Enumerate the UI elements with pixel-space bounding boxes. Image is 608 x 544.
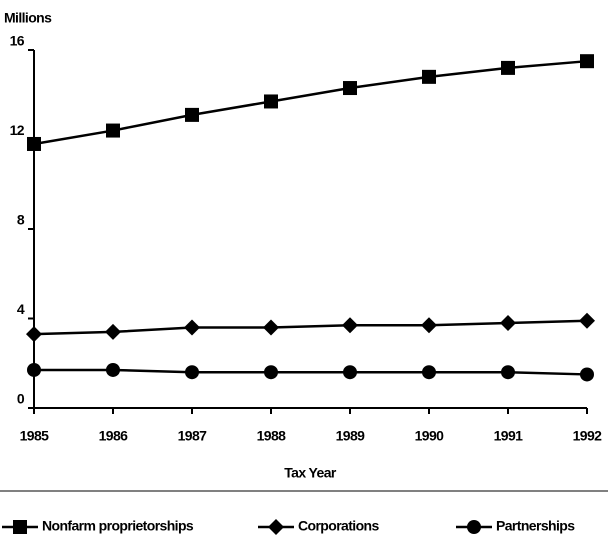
marker (105, 323, 121, 340)
marker (264, 365, 278, 380)
marker (185, 107, 199, 122)
y-tick-label: 4 (17, 301, 25, 317)
marker (106, 362, 120, 377)
series-line (34, 368, 588, 376)
marker (27, 136, 41, 151)
x-tick-label: 1985 (20, 428, 50, 444)
marker (184, 319, 200, 336)
series-line (33, 319, 588, 336)
y-tick-label: 0 (17, 391, 25, 407)
marker (185, 365, 199, 380)
marker (421, 317, 437, 334)
marker (264, 94, 278, 109)
marker (343, 81, 357, 96)
marker (342, 317, 358, 334)
x-tick-label: 1992 (573, 428, 603, 444)
x-axis-label: Tax Year (284, 465, 337, 481)
marker (422, 365, 436, 380)
y-tick-label: 8 (17, 212, 25, 228)
x-tick-label: 1990 (415, 428, 445, 444)
marker (579, 312, 595, 329)
x-tick-label: 1987 (178, 428, 208, 444)
marker (268, 519, 284, 535)
marker (263, 319, 279, 336)
marker (500, 314, 516, 331)
marker (106, 123, 120, 138)
marker (422, 69, 436, 84)
marker (501, 365, 515, 380)
marker (580, 54, 594, 69)
marker (27, 362, 41, 377)
x-tick-label: 1989 (336, 428, 366, 444)
y-tick-label: 12 (10, 122, 25, 138)
legend-label: Nonfarm proprietorships (42, 518, 194, 534)
x-tick-label: 1986 (99, 428, 129, 444)
marker (343, 365, 357, 380)
y-tick-label: 16 (10, 33, 25, 49)
x-tick-label: 1988 (257, 428, 287, 444)
marker (467, 520, 481, 534)
series-line (33, 59, 588, 146)
marker (26, 326, 42, 343)
marker (501, 60, 515, 75)
legend-label: Partnerships (496, 518, 575, 534)
marker (580, 367, 594, 382)
marker (13, 520, 27, 534)
x-tick-label: 1991 (494, 428, 524, 444)
y-axis-label: Millions (4, 10, 52, 26)
legend-label: Corporations (298, 518, 380, 534)
